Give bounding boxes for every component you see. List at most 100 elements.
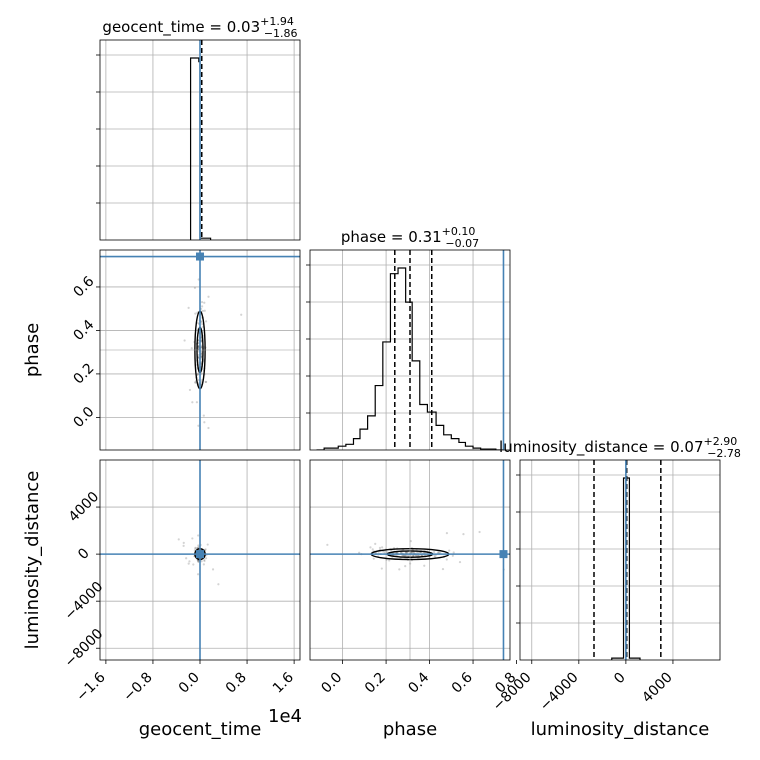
scatter-point [403,554,407,557]
scatter-point [385,550,388,554]
scatter-point [388,559,391,562]
scatter-point [177,538,180,541]
x-tick-label: 0.0 [318,670,345,697]
scatter-point [197,534,200,537]
scatter-point [452,551,455,554]
scatter-point [211,568,215,571]
scatter-point [206,543,209,546]
scatter-point [445,558,448,561]
scatter-point [404,551,408,554]
scatter-point [203,301,206,304]
scatter-point [200,346,203,349]
scatter-point [197,559,200,562]
scatter-point [380,567,383,570]
scatter-point [196,373,200,376]
panel-frame [309,249,511,451]
scatter-point [406,554,409,557]
scatter-point [185,557,188,560]
scatter-point [200,340,203,343]
scatter-point [423,564,426,567]
scatter-point [441,567,445,571]
scatter-point [434,555,437,558]
scatter-point [204,380,207,383]
hist-panel-luminosity_distance [520,460,720,660]
scatter-point [326,543,329,546]
scatter-point [462,533,465,536]
y-tick-label: 0.6 [70,273,97,300]
scatter-point [448,549,451,552]
scatter-point [192,563,195,566]
scatter-point [191,401,194,404]
scatter-point [401,554,404,557]
title-value: 0.03 [227,18,260,36]
scatter-point [187,562,190,565]
scatter-point [438,551,441,554]
scatter-point [436,551,440,554]
x-axis-label-phase: phase [383,719,437,740]
scatter-point [194,312,197,315]
scatter-point [417,551,420,554]
scatter-point [194,381,197,384]
scatter-point [203,309,206,312]
scatter-point [405,551,408,554]
scatter-point [195,401,198,404]
scatter-point [406,551,409,554]
scatter-point [445,531,449,535]
scatter-point [201,305,204,308]
title-value: 0.07 [670,438,703,456]
x-tick-label: 0.8 [223,670,250,697]
scatter-point [197,544,200,547]
y-axis-label-phase: phase [22,323,43,377]
scatter-point [201,323,204,326]
panel-geocent_time-vs-phase [100,250,300,466]
truth-marker [196,252,204,261]
title-prefix: phase = [341,228,408,246]
scatter-point [197,353,200,357]
scatter-point [451,554,454,557]
scatter-point [182,544,185,548]
y-tick-label: 0.2 [70,360,97,387]
scatter-point [200,321,203,324]
x-offset-text: 1e4 [268,706,302,727]
title-phase: phase = 0.31+0.10 −0.07 [341,225,479,250]
scatter-point [381,546,384,549]
x-tick-label: 0.4 [405,669,432,696]
x-axis-label-luminosity_distance: luminosity_distance [531,719,710,740]
title-minus: −0.07 [445,237,479,250]
x-tick-label: 4000 [639,670,676,707]
scatter-point [183,339,186,342]
x-tick-label: −4000 [537,670,582,715]
panel-frame [519,459,721,661]
x-axis-label-geocent_time: geocent_time [139,719,262,740]
scatter-point [403,554,406,557]
scatter-point [194,546,197,549]
scatter-point [458,560,462,564]
title-prefix: luminosity_distance = [499,438,670,457]
title-plus: +1.94 [260,15,294,28]
scatter-point [398,568,401,571]
scatter-point [201,309,204,313]
x-tick-label: −1.6 [73,669,108,704]
scatter-point [197,346,200,349]
scatter-point [200,300,204,304]
scatter-point [182,541,185,545]
hist-panel-phase [310,250,510,450]
scatter-point [204,548,207,551]
title-minus: −1.86 [264,27,298,40]
panel-frame [99,39,301,241]
scatter-point [204,557,208,560]
scatter-point [196,464,198,466]
scatter-point [200,344,203,347]
scatter-point [697,555,699,557]
scatter-point [193,286,197,290]
scatter-point [194,381,197,384]
scatter-point [251,563,253,565]
scatter-point [510,582,512,584]
scatter-point [200,560,203,563]
scatter-point [404,565,407,568]
scatter-point [432,550,436,554]
scatter-point [433,554,436,557]
scatter-point [411,554,415,557]
x-tick-label: 0.2 [362,670,389,697]
scatter-point [197,345,200,348]
